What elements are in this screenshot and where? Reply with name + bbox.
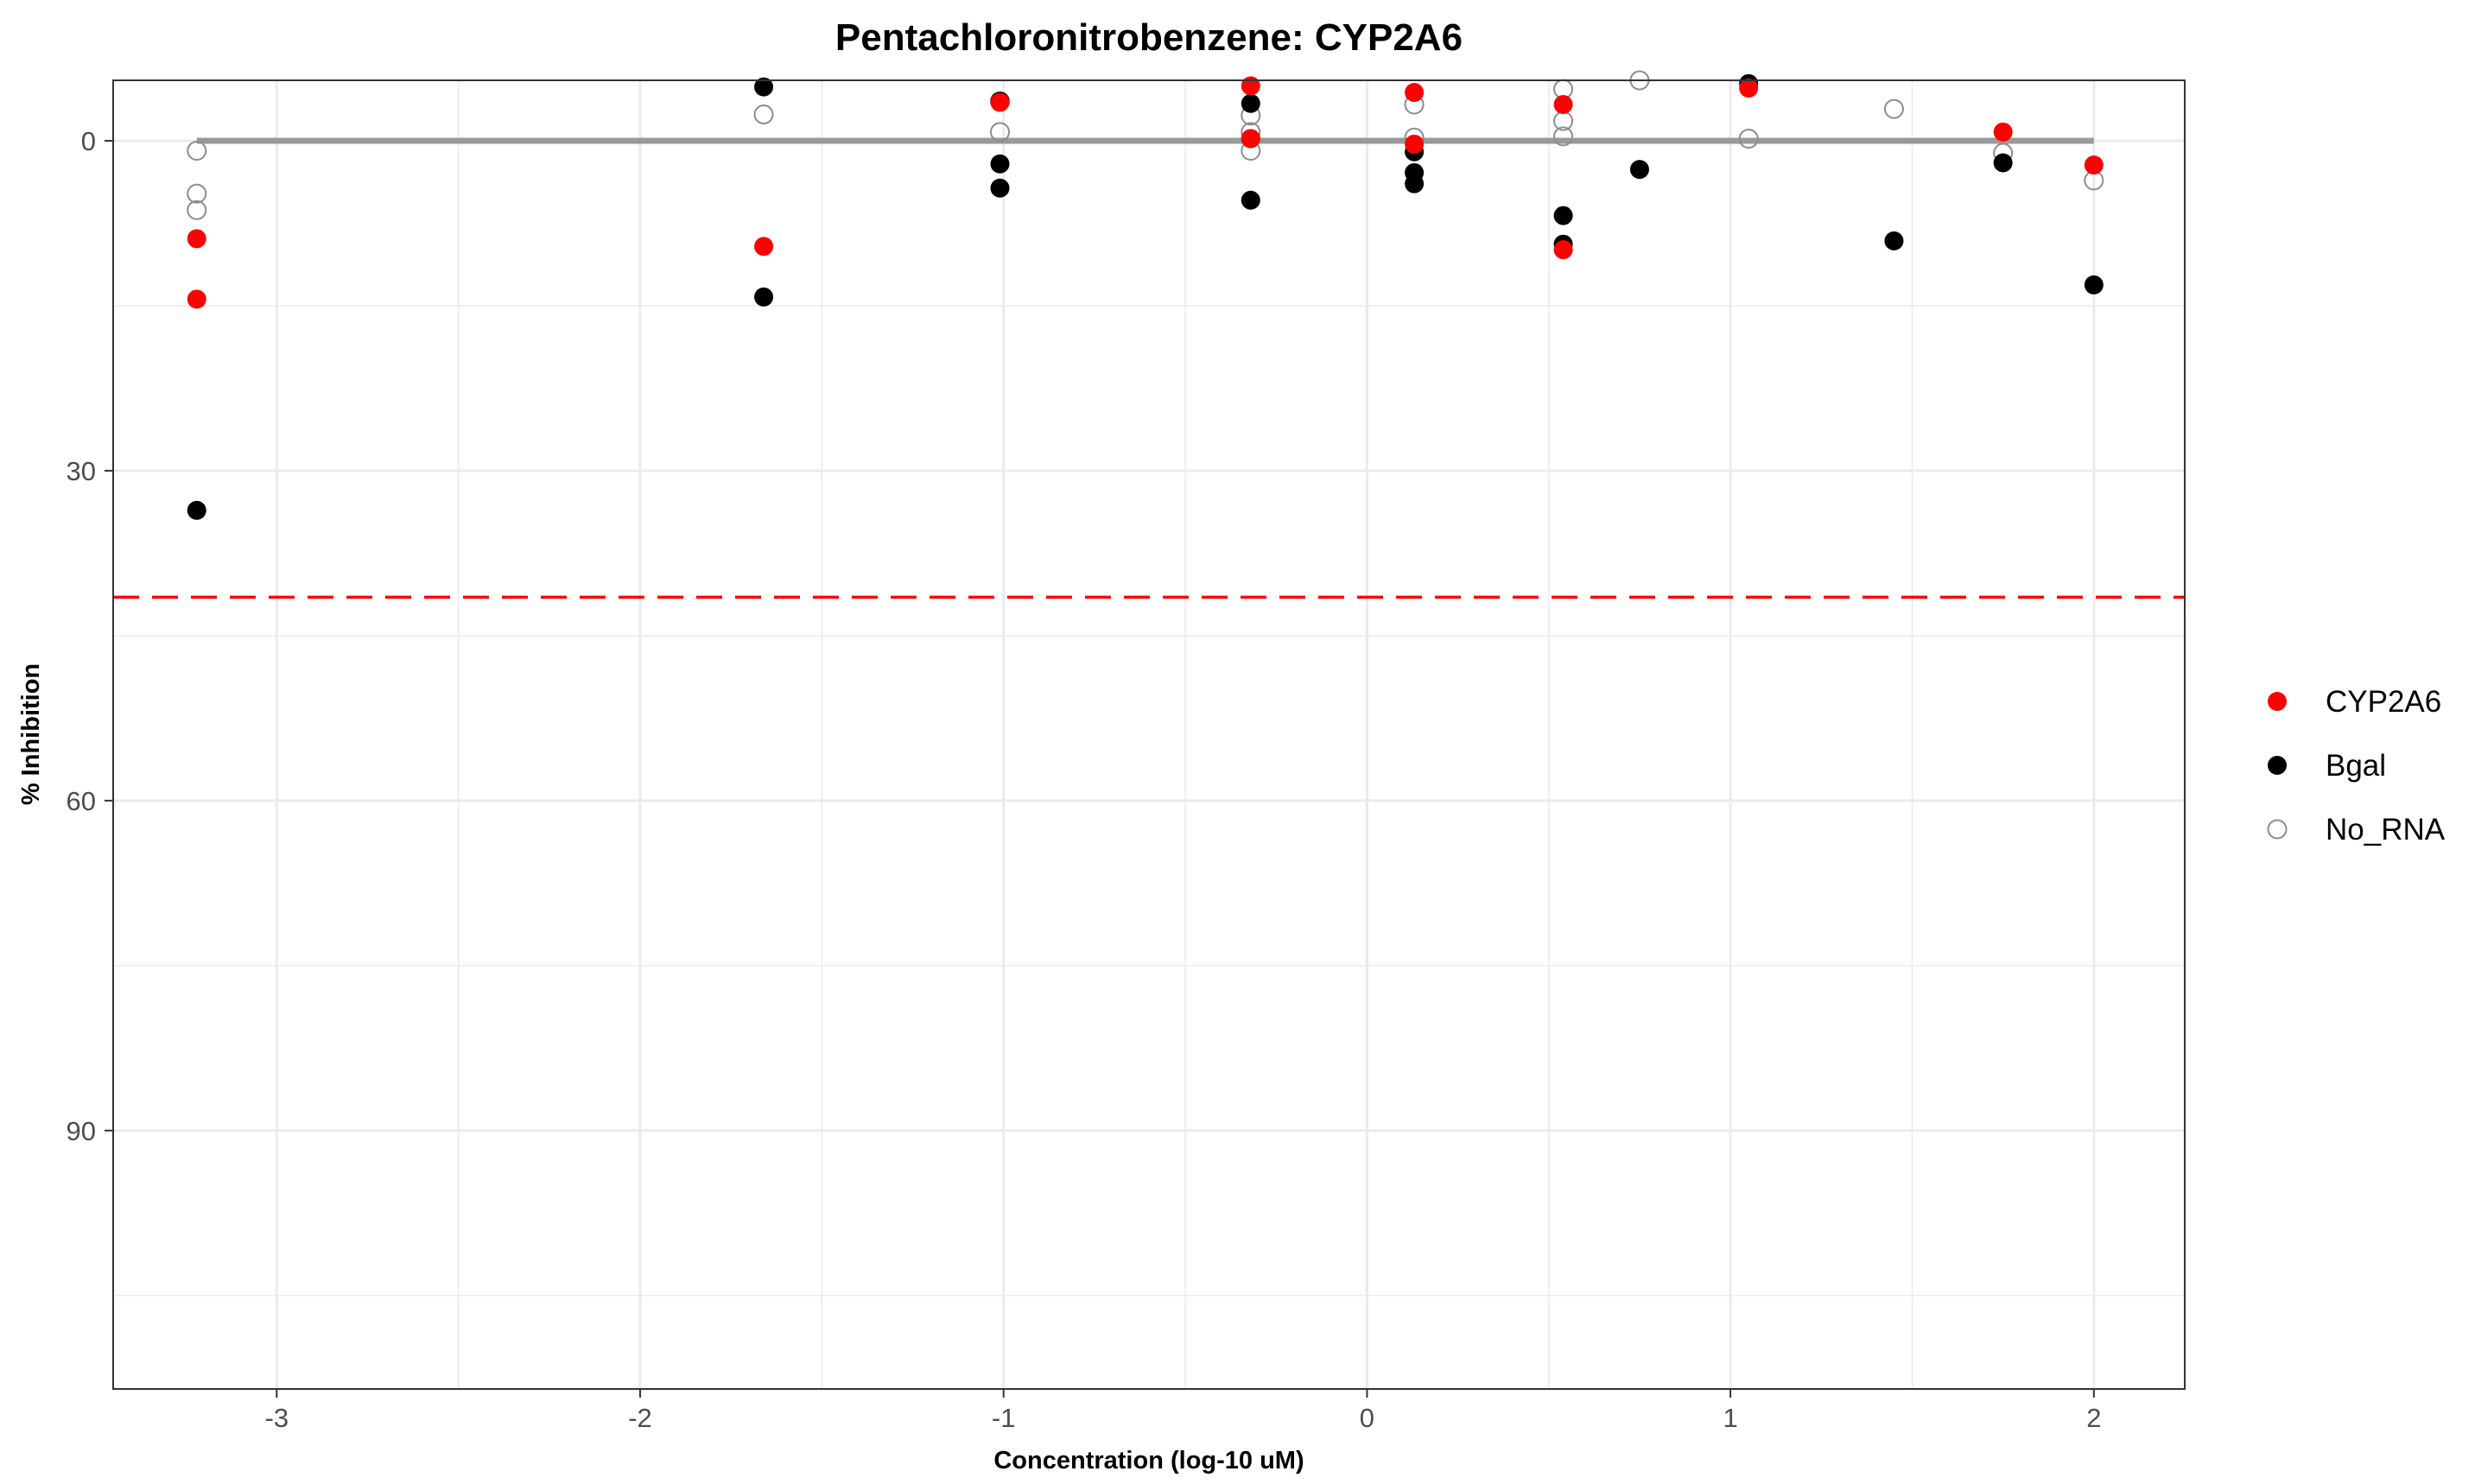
y-axis: 0 30 60 90 xyxy=(67,126,113,1146)
x-tick-label: -3 xyxy=(265,1403,289,1433)
bgal-point xyxy=(1993,153,2013,173)
bgal-point xyxy=(754,287,774,307)
bgal-point xyxy=(1629,160,1649,180)
panel-background xyxy=(113,80,2185,1389)
cyp2a6-point xyxy=(1553,240,1573,260)
bgal-point xyxy=(1553,206,1573,225)
data-points xyxy=(187,70,2104,520)
cyp2a6-point xyxy=(1405,134,1425,154)
panel-border xyxy=(112,79,2186,1390)
no_rna-point xyxy=(990,122,1011,143)
x-tick-label: -1 xyxy=(992,1403,1016,1433)
x-tick-label: 2 xyxy=(2086,1403,2101,1433)
grid-lines xyxy=(113,80,2185,1389)
no_rna-legend-label: No_RNA xyxy=(2326,813,2446,847)
cyp2a6-point xyxy=(2084,155,2104,175)
x-tick-label: 0 xyxy=(1360,1403,1374,1433)
bgal-point xyxy=(1241,93,1260,113)
bgal-point xyxy=(1884,231,1904,251)
y-axis-title: % Inhibition xyxy=(17,663,45,805)
cyp2a6-point xyxy=(1241,76,1260,96)
no_rna-point xyxy=(187,200,207,220)
y-tick-label: 30 xyxy=(67,456,96,486)
bgal-point xyxy=(2084,275,2104,295)
bgal-point xyxy=(754,77,774,97)
no_rna-point xyxy=(1738,128,1759,149)
cyp2a6-point xyxy=(1553,95,1573,115)
no_rna-point xyxy=(187,183,207,204)
cyp2a6-point xyxy=(1739,78,1759,98)
y-tick-label: 60 xyxy=(67,786,96,816)
no_rna-point xyxy=(187,140,207,161)
cyp2a6-point xyxy=(187,229,206,249)
bgal-point xyxy=(990,178,1010,198)
bgal-point xyxy=(187,500,206,520)
bgal-legend-label: Bgal xyxy=(2326,749,2386,783)
cyp2a6-point xyxy=(187,289,206,309)
bgal-point xyxy=(1241,190,1260,210)
legend: CYP2A6 Bgal No_RNA xyxy=(2267,685,2446,847)
bgal-point xyxy=(990,154,1010,174)
cyp2a6-point xyxy=(1241,129,1260,149)
no_rna-point xyxy=(1553,126,1574,147)
chart-title: Pentachloronitrobenzene: CYP2A6 xyxy=(835,16,1463,59)
y-tick-label: 0 xyxy=(81,126,96,156)
x-axis: -3 -2 -1 0 1 2 xyxy=(265,1389,2101,1433)
cyp2a6-legend-key xyxy=(2268,692,2287,711)
x-axis-title: Concentration (log-10 uM) xyxy=(993,1447,1304,1474)
no_rna-point xyxy=(1883,98,1904,119)
cyp2a6-point xyxy=(754,237,774,257)
cyp2a6-legend-label: CYP2A6 xyxy=(2326,685,2441,719)
no_rna-legend-key xyxy=(2267,819,2288,840)
bgal-legend-key xyxy=(2268,756,2287,775)
cyp2a6-point xyxy=(1405,83,1425,103)
cyp2a6-point xyxy=(990,92,1010,112)
y-tick-label: 90 xyxy=(67,1116,96,1146)
cyp2a6-point xyxy=(1993,122,2013,142)
bgal-point xyxy=(1405,174,1425,193)
x-tick-label: -2 xyxy=(628,1403,652,1433)
plot-area xyxy=(113,70,2185,599)
no_rna-point xyxy=(753,104,774,124)
x-tick-label: 1 xyxy=(1723,1403,1737,1433)
